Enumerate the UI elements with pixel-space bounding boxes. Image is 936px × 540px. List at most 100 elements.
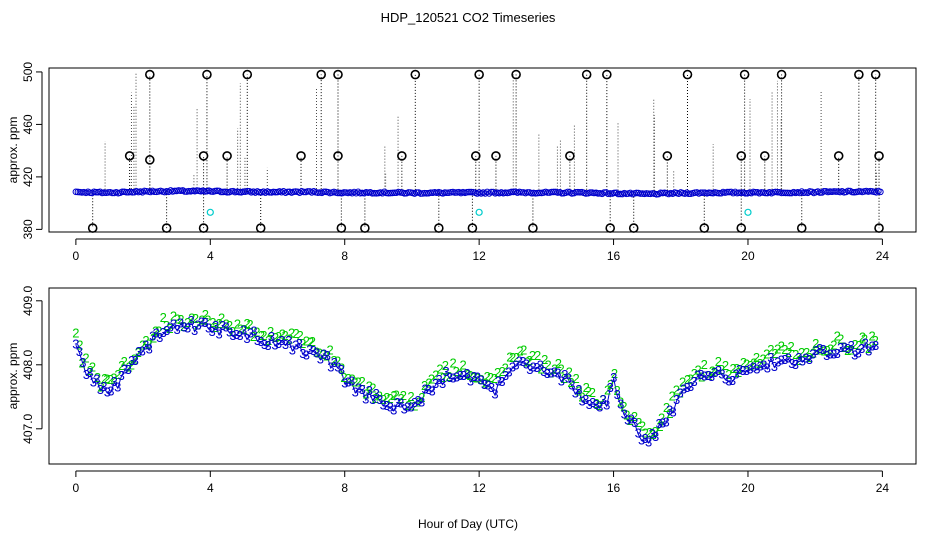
series-3-point: 3: [195, 317, 202, 332]
series-2-point: 2: [509, 350, 516, 365]
series-3-point: 3: [156, 330, 163, 345]
series-2-point: 2: [260, 328, 267, 343]
series-2-point: 2: [272, 330, 279, 345]
series-2-point: 2: [349, 371, 356, 386]
bottom-x-tick-label: 4: [207, 481, 214, 495]
series-3-point: 3: [603, 398, 610, 413]
series-2-point: 2: [677, 386, 684, 401]
series-2-point: 2: [265, 333, 272, 348]
series-3-point: 3: [362, 392, 369, 407]
series-2-point: 2: [566, 364, 573, 379]
series-2-point: 2: [407, 389, 414, 404]
baseline-point: [72, 188, 80, 196]
series-2-point: 2: [387, 391, 394, 406]
baseline-point: [594, 190, 602, 197]
series-3-point: 3: [827, 347, 834, 362]
baseline-point: [213, 187, 221, 195]
series-3-point: 3: [799, 354, 806, 369]
top-x-tick-label: 4: [207, 249, 214, 263]
series-3-point: 3: [418, 394, 425, 409]
series-2-point: 2: [513, 350, 520, 365]
series-3-point: 3: [865, 343, 872, 358]
series-2-point: 2: [125, 360, 132, 375]
series-3-point: 3: [568, 378, 575, 393]
series-2-point: 2: [87, 363, 94, 378]
series-2-point: 2: [694, 362, 701, 377]
series-3-point: 3: [397, 395, 404, 410]
series-2-point: 2: [101, 371, 108, 386]
series-2-point: 2: [844, 343, 851, 358]
top-x-tick-label: 8: [341, 249, 348, 263]
series-2-point: 2: [380, 392, 387, 407]
series-3-point: 3: [778, 352, 785, 367]
series-3-point: 3: [470, 369, 477, 384]
top-y-tick-label: 460: [21, 114, 35, 134]
flagged-point: [739, 69, 750, 80]
series-2-point: 2: [418, 390, 425, 405]
series-2-point: 2: [145, 337, 152, 352]
series-3-point: 3: [72, 337, 79, 352]
top-marks: [72, 69, 884, 233]
series-3-point: 3: [121, 362, 128, 377]
series-3-point: 3: [125, 362, 132, 377]
series-2-point: 2: [627, 413, 634, 428]
series-2-point: 2: [97, 380, 104, 395]
series-3-point: 3: [79, 355, 86, 370]
series-2-point: 2: [837, 331, 844, 346]
flagged-point: [581, 69, 592, 80]
series-3-point: 3: [303, 348, 310, 363]
series-2-point: 2: [226, 318, 233, 333]
flagged-point: [511, 69, 521, 80]
series-2-point: 2: [459, 357, 466, 372]
series-3-point: 3: [317, 351, 324, 366]
series-3-point: 3: [607, 380, 614, 395]
series-2-point: 2: [812, 336, 819, 351]
series-3-point: 3: [208, 324, 215, 339]
flagged-point: [242, 69, 253, 80]
series-2-point: 2: [652, 424, 659, 439]
flagged-point: [870, 69, 881, 80]
series-2-point: 2: [718, 362, 725, 377]
series-3-point: 3: [809, 346, 816, 361]
series-2-point: 2: [538, 361, 545, 376]
series-2-point: 2: [767, 342, 774, 357]
series-2-point: 2: [578, 390, 585, 405]
series-2-point: 2: [223, 316, 230, 331]
series-2-point: 2: [160, 310, 167, 325]
series-2-point: 2: [79, 355, 86, 370]
series-2-point: 2: [237, 321, 244, 336]
baseline-point: [715, 189, 723, 197]
series-3-point: 3: [477, 373, 484, 388]
baseline-point: [401, 190, 408, 197]
series-2-point: 2: [691, 366, 698, 381]
flagged-point: [470, 151, 481, 161]
series-2-point: 2: [309, 334, 316, 349]
series-3-point: 3: [593, 397, 600, 412]
series-3-point: 3: [512, 358, 519, 373]
series-2-point: 2: [611, 366, 618, 381]
baseline-point: [844, 187, 852, 195]
baseline-point: [405, 189, 412, 196]
series-3-point: 3: [823, 348, 830, 363]
top-panel-frame: [48, 67, 917, 233]
series-2-point: 2: [72, 325, 79, 340]
baseline-point: [606, 190, 614, 197]
series-2-point: 2: [865, 341, 872, 356]
series-3-point: 3: [516, 353, 523, 368]
series-3-point: 3: [774, 354, 781, 369]
series-3-point: 3: [114, 380, 121, 395]
series-2-point: 2: [188, 311, 195, 326]
series-3-point: 3: [701, 369, 708, 384]
series-3-point: 3: [600, 392, 607, 407]
series-2-point: 2: [816, 342, 823, 357]
series-2-point: 2: [398, 391, 405, 406]
series-2-point: 2: [658, 410, 665, 425]
series-2-point: 2: [623, 407, 630, 422]
series-3-point: 3: [767, 350, 774, 365]
series-2-point: 2: [872, 333, 879, 348]
series-3-point: 3: [76, 344, 83, 359]
series-3-point: 3: [851, 348, 858, 363]
series-2-point: 2: [421, 378, 428, 393]
series-3-point: 3: [296, 336, 303, 351]
baseline-point: [558, 189, 566, 197]
